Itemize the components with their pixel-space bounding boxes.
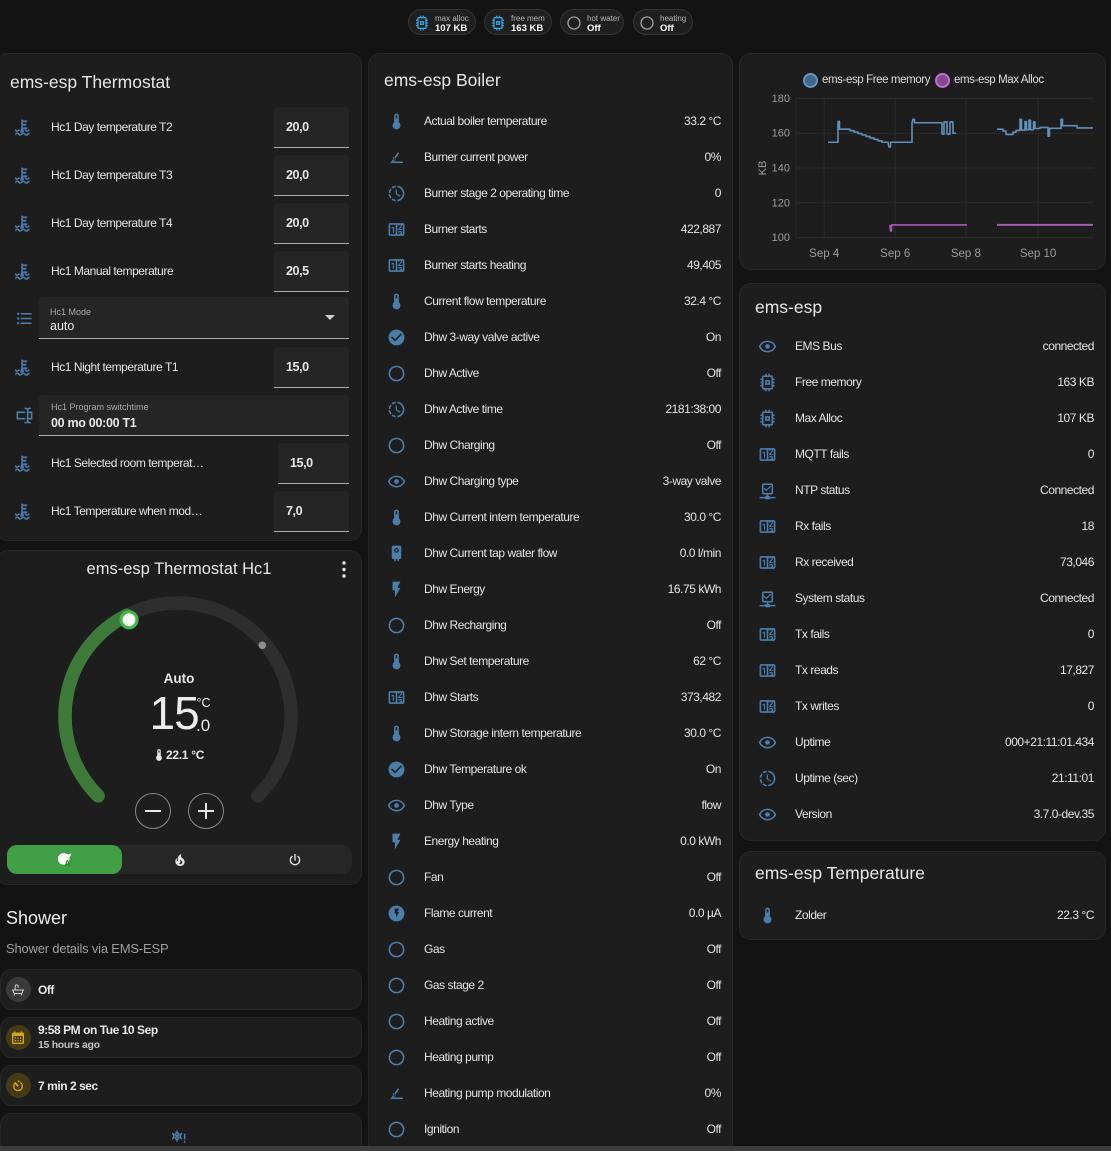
svg-text:Sep 10: Sep 10 — [1020, 248, 1056, 260]
svg-text:KB: KB — [757, 161, 769, 176]
svg-text:Sep 4: Sep 4 — [809, 248, 840, 260]
svg-text:140: 140 — [772, 163, 790, 175]
svg-text:160: 160 — [772, 128, 790, 140]
svg-text:Sep 6: Sep 6 — [880, 248, 910, 260]
svg-text:Sep 8: Sep 8 — [951, 248, 981, 260]
svg-text:120: 120 — [772, 197, 790, 209]
svg-text:100: 100 — [772, 232, 790, 244]
svg-text:180: 180 — [772, 93, 790, 105]
